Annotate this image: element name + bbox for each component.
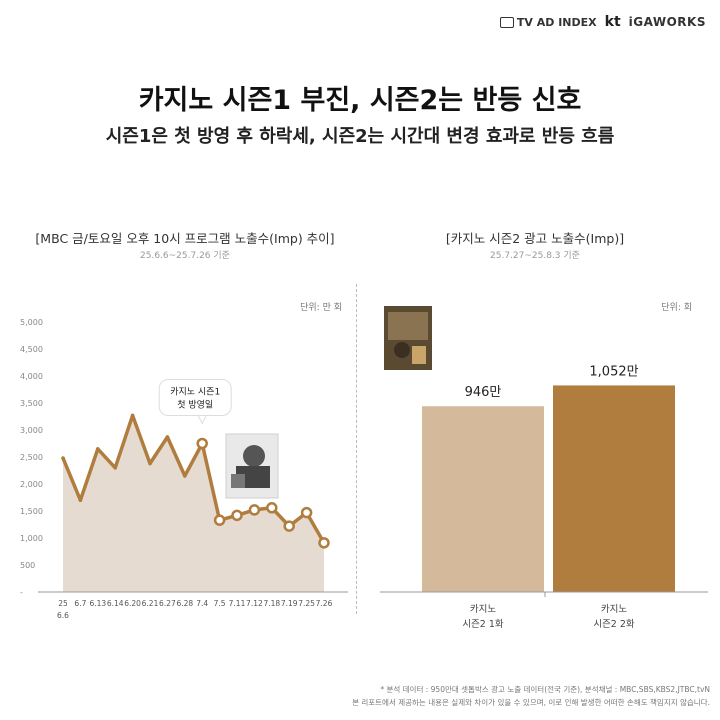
data-point [196, 437, 208, 450]
data-point [130, 413, 135, 418]
kt-logo: kt [604, 14, 621, 30]
bar [422, 406, 544, 592]
poster-figure-icon [394, 342, 410, 358]
y-tick-label: 2,000 [20, 480, 43, 489]
bar-data-label: 1,052만 [589, 364, 638, 379]
y-tick-label: 500 [20, 561, 35, 570]
poster-scene-top [388, 312, 428, 340]
y-tick-label: 5,000 [20, 318, 43, 327]
x-tick-label: 6.27 [159, 599, 176, 608]
x-tick-label: 7.26 [316, 599, 333, 608]
data-point [61, 456, 65, 460]
annotation-label: 카지노 시즌1 [170, 387, 220, 398]
x-tick-label: 7.18 [263, 599, 280, 608]
line-chart-title: [MBC 금/토요일 오후 10시 프로그램 노출수(Imp) 추이] [35, 231, 335, 246]
x-tick-label: 7.11 [229, 599, 246, 608]
x-tick-label: 6.13 [89, 599, 106, 608]
bar-chart-unit: 단위: 회 [661, 303, 692, 313]
x-tick-label: 6.14 [107, 599, 124, 608]
tv-icon [499, 16, 514, 28]
poster-title-block [412, 346, 426, 364]
annotation-pointer [197, 415, 208, 425]
poster-figure-side [231, 474, 245, 488]
y-tick-label: 3,000 [20, 426, 43, 435]
data-point [266, 502, 278, 514]
data-point [231, 509, 243, 522]
line-chart-unit: 단위: 만 회 [300, 303, 342, 313]
y-tick-label: 3,500 [20, 399, 43, 408]
line-chart-period: 25.6.6~25.7.26 기준 [140, 251, 230, 261]
x-tick-label: 7.12 [246, 599, 263, 608]
x-tick-label: 6.6 [57, 611, 69, 620]
bar-data-label: 946만 [465, 385, 502, 400]
data-point [183, 474, 187, 478]
x-tick-label: 6.28 [176, 599, 193, 608]
x-tick-label: 6.20 [124, 599, 141, 608]
bar-category-label: 카지노 [601, 604, 627, 615]
data-point [113, 466, 117, 470]
data-point [248, 504, 261, 516]
bar [553, 385, 675, 592]
brand-logos: TV AD INDEX kt iGAWORKS [499, 14, 706, 30]
footnote-line-2: 본 리포트에서 제공하는 내용은 실제와 차이가 있을 수 있으며, 이로 인해… [352, 698, 710, 707]
y-tick-label: 4,500 [20, 345, 43, 354]
bar-chart-period: 25.7.27~25.8.3 기준 [490, 251, 580, 261]
tvadindex-logo: TV AD INDEX [499, 16, 597, 29]
chart-divider [356, 284, 357, 614]
data-point [78, 498, 83, 502]
page-title: 카지노 시즌1 부진, 시즌2는 반등 신호 [138, 85, 582, 116]
y-tick-label: - [20, 588, 23, 597]
bar-chart-title: [카지노 시즌2 광고 노출수(Imp)] [445, 231, 625, 246]
line-chart: - 500 1,000 1,500 2,000 2,500 3,000 3,500 4,000 4… [20, 318, 348, 620]
area-fill [63, 415, 324, 592]
data-point [213, 514, 226, 526]
poster-figure-icon [243, 445, 265, 467]
x-tick-label: 6.21 [142, 599, 159, 608]
data-point [300, 506, 313, 519]
data-point [148, 461, 152, 466]
data-point [318, 537, 330, 549]
y-tick-label: 1,000 [20, 534, 43, 543]
igaworks-logo: iGAWORKS [628, 15, 706, 29]
x-tick-label: 7.19 [281, 599, 298, 608]
page-subtitle: 시즌1은 첫 방영 후 하락세, 시즌2는 시간대 변경 효과로 반등 흐름 [105, 126, 615, 147]
x-tick-label: 7.4 [196, 599, 208, 608]
annotation-label: 첫 방영일 [177, 400, 213, 411]
y-tick-label: 1,500 [20, 507, 43, 516]
bar-category-label: 시즌2 1화 [462, 619, 504, 630]
x-tick-label: 7.25 [298, 599, 315, 608]
data-point [283, 520, 295, 532]
footnote-line-1: * 분석 데이터 : 950만대 셋톱박스 광고 노출 데이터(전국 기준), … [380, 685, 710, 694]
annotation-bubble [158, 379, 232, 416]
series-line [61, 413, 326, 544]
bar-category-label: 카지노 [470, 604, 496, 615]
x-tick-label: 25 [58, 599, 68, 608]
y-tick-label: 4,000 [20, 372, 43, 381]
y-tick-label: 2,500 [20, 453, 43, 462]
x-tick-label: 6.7 [74, 599, 86, 608]
x-tick-label: 7.5 [214, 599, 226, 608]
data-point [165, 435, 170, 439]
data-point [96, 447, 100, 451]
bar-category-label: 시즌2 2화 [593, 619, 635, 630]
